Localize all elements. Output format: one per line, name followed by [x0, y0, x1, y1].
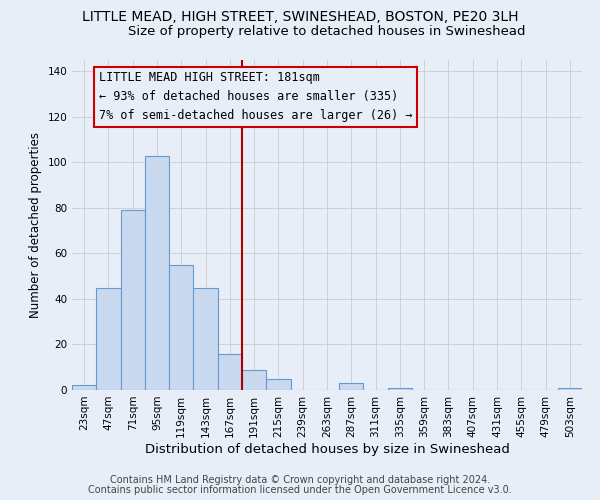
Text: Contains HM Land Registry data © Crown copyright and database right 2024.: Contains HM Land Registry data © Crown c… — [110, 475, 490, 485]
Bar — [121, 210, 145, 390]
Bar — [339, 383, 364, 390]
Bar — [193, 288, 218, 390]
Text: LITTLE MEAD, HIGH STREET, SWINESHEAD, BOSTON, PE20 3LH: LITTLE MEAD, HIGH STREET, SWINESHEAD, BO… — [82, 10, 518, 24]
Bar — [72, 386, 96, 390]
Bar — [169, 265, 193, 390]
Title: Size of property relative to detached houses in Swineshead: Size of property relative to detached ho… — [128, 25, 526, 38]
Bar — [388, 388, 412, 390]
Text: Contains public sector information licensed under the Open Government Licence v3: Contains public sector information licen… — [88, 485, 512, 495]
Y-axis label: Number of detached properties: Number of detached properties — [29, 132, 42, 318]
Bar — [218, 354, 242, 390]
Text: LITTLE MEAD HIGH STREET: 181sqm
← 93% of detached houses are smaller (335)
7% of: LITTLE MEAD HIGH STREET: 181sqm ← 93% of… — [99, 72, 412, 122]
Bar — [266, 378, 290, 390]
Bar — [242, 370, 266, 390]
Bar — [145, 156, 169, 390]
Bar — [96, 288, 121, 390]
Bar — [558, 388, 582, 390]
X-axis label: Distribution of detached houses by size in Swineshead: Distribution of detached houses by size … — [145, 442, 509, 456]
